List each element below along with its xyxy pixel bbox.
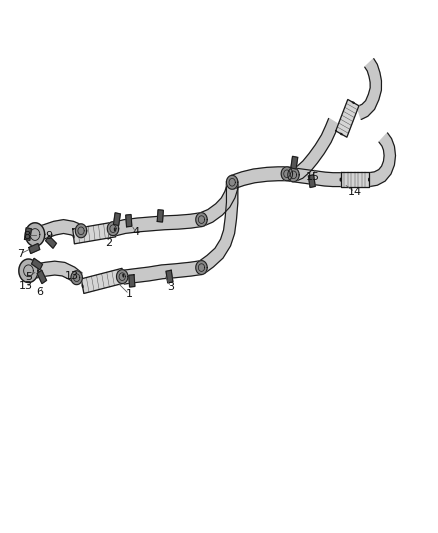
Text: 14: 14 (348, 187, 362, 197)
Polygon shape (113, 213, 120, 225)
Polygon shape (34, 220, 83, 241)
Text: 8: 8 (24, 231, 31, 240)
Polygon shape (281, 167, 293, 181)
Polygon shape (19, 259, 38, 282)
Polygon shape (200, 181, 238, 226)
Polygon shape (292, 118, 339, 181)
Polygon shape (75, 224, 87, 238)
Polygon shape (129, 274, 135, 287)
Polygon shape (357, 59, 381, 119)
Polygon shape (46, 236, 57, 248)
Text: 3: 3 (167, 282, 174, 292)
Text: 13: 13 (18, 281, 32, 291)
Polygon shape (73, 222, 116, 244)
Polygon shape (28, 261, 82, 285)
Polygon shape (37, 270, 46, 284)
Polygon shape (226, 175, 238, 189)
Polygon shape (368, 133, 396, 187)
Polygon shape (126, 215, 132, 227)
Polygon shape (341, 172, 369, 187)
Text: 2: 2 (105, 238, 112, 247)
Polygon shape (157, 210, 163, 222)
Text: 5: 5 (25, 272, 32, 282)
Polygon shape (288, 168, 299, 182)
Polygon shape (196, 261, 207, 274)
Polygon shape (113, 213, 202, 236)
Text: 4: 4 (132, 227, 139, 237)
Polygon shape (166, 270, 173, 283)
Polygon shape (291, 156, 298, 169)
Polygon shape (81, 268, 124, 294)
Text: 13: 13 (65, 271, 79, 281)
Polygon shape (293, 168, 341, 187)
Polygon shape (198, 184, 238, 273)
Polygon shape (123, 261, 202, 284)
Polygon shape (117, 270, 128, 284)
Text: 6: 6 (36, 287, 43, 296)
Polygon shape (32, 259, 42, 270)
Text: 7: 7 (17, 249, 24, 259)
Polygon shape (29, 244, 40, 254)
Polygon shape (308, 175, 315, 188)
Polygon shape (25, 223, 45, 246)
Polygon shape (230, 167, 294, 189)
Text: 9: 9 (46, 231, 53, 240)
Polygon shape (196, 213, 207, 227)
Polygon shape (71, 271, 82, 285)
Text: 15: 15 (306, 172, 320, 182)
Text: 1: 1 (126, 289, 133, 299)
Polygon shape (107, 222, 119, 236)
Polygon shape (25, 228, 32, 240)
Polygon shape (336, 100, 359, 137)
